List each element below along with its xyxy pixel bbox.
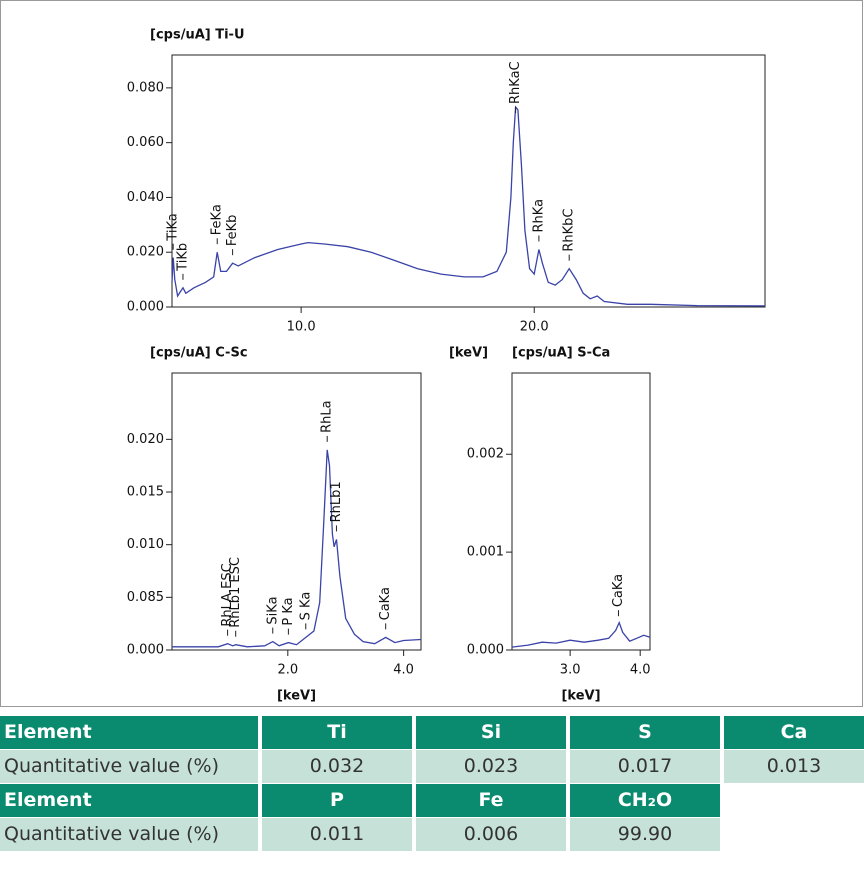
y-tick-label: 0.060 <box>127 135 164 150</box>
header-cell: P <box>262 784 412 817</box>
peak-label: CaKa <box>378 587 393 620</box>
charts: [cps/uA] Ti-U 0.000 0.020 0.040 0.060 0.080 10… <box>0 0 863 707</box>
value-cell: Quantitative value (%) <box>0 818 258 851</box>
y-tick-label: 0.040 <box>127 190 164 205</box>
header-cell: Element <box>0 784 258 817</box>
x-axis-label: [keV] <box>561 689 600 704</box>
x-axis-label: [keV] <box>277 689 316 704</box>
value-cell: 0.006 <box>416 818 566 851</box>
peak-label: FeKa <box>210 204 225 235</box>
x-tick-label: 3.0 <box>560 663 581 678</box>
empty-cell <box>724 818 864 851</box>
y-tick-label: 0.000 <box>467 643 504 658</box>
frame <box>0 0 863 707</box>
peak-label: TiKa <box>166 213 181 241</box>
x-tick-label: 2.0 <box>277 663 298 678</box>
spectrum-line <box>511 620 651 648</box>
value-cell: 0.013 <box>724 750 864 783</box>
value-cell: 0.032 <box>262 750 412 783</box>
x-tick-label: 4.0 <box>630 663 651 678</box>
results-table: Element Ti Si S Ca Quantitative value (%) 0.03… <box>0 716 864 851</box>
x-axis-label: [keV] <box>449 346 488 361</box>
peak-label: P Ka <box>281 597 296 625</box>
y-tick-label: 0.000 <box>127 643 164 658</box>
chart-title: [cps/uA] C-Sc <box>150 346 248 361</box>
y-tick-label: 0.002 <box>467 447 504 462</box>
value-cell: Quantitative value (%) <box>0 750 258 783</box>
peak-label: FeKb <box>225 215 240 247</box>
peak-label: SiKa <box>265 596 280 624</box>
y-tick-label: 0.020 <box>127 432 164 447</box>
peak-label: RhLa <box>320 400 335 432</box>
peak-label: TiKb <box>175 243 190 272</box>
header-cell: Fe <box>416 784 566 817</box>
peak-label: RhLA ESC <box>220 563 235 626</box>
y-tick-label: 0.015 <box>127 485 164 500</box>
header-cell: S <box>570 716 720 749</box>
header-cell: Element <box>0 716 258 749</box>
plot-frame <box>171 372 422 651</box>
peak-label: S Ka <box>298 592 313 621</box>
y-tick-label: 0.010 <box>127 537 164 552</box>
peak-label: CaKa <box>611 574 626 607</box>
plot-frame <box>511 372 651 651</box>
value-cell: 0.011 <box>262 818 412 851</box>
plot-frame <box>171 54 766 308</box>
y-tick-label: 0.085 <box>127 590 164 605</box>
peak-label: RhLb1 <box>329 481 344 522</box>
empty-cell <box>724 784 864 817</box>
y-tick-label: 0.080 <box>127 80 164 95</box>
value-cell: 0.023 <box>416 750 566 783</box>
y-tick-label: 0.001 <box>467 545 504 560</box>
header-cell: Ti <box>262 716 412 749</box>
header-cell: Ca <box>724 716 864 749</box>
chart-title: [cps/uA] Ti-U <box>150 28 245 43</box>
x-tick-label: 4.0 <box>393 663 414 678</box>
peak-label: RhKaC <box>508 61 523 104</box>
y-tick-label: 0.000 <box>127 300 164 315</box>
peak-label: RhLb1 ESC <box>228 557 243 628</box>
spectrum-line <box>171 105 766 307</box>
x-tick-label: 20.0 <box>520 320 549 335</box>
x-tick-label: 10.0 <box>287 320 316 335</box>
y-tick-label: 0.020 <box>127 245 164 260</box>
peak-label: RhKbC <box>562 209 577 252</box>
value-cell: 0.017 <box>570 750 720 783</box>
header-cell: CH₂O <box>570 784 720 817</box>
header-cell: Si <box>416 716 566 749</box>
value-cell: 99.90 <box>570 818 720 851</box>
peak-label: RhKa <box>531 199 546 233</box>
spectrum-line <box>172 449 422 648</box>
chart-title: [cps/uA] S-Ca <box>512 346 610 361</box>
